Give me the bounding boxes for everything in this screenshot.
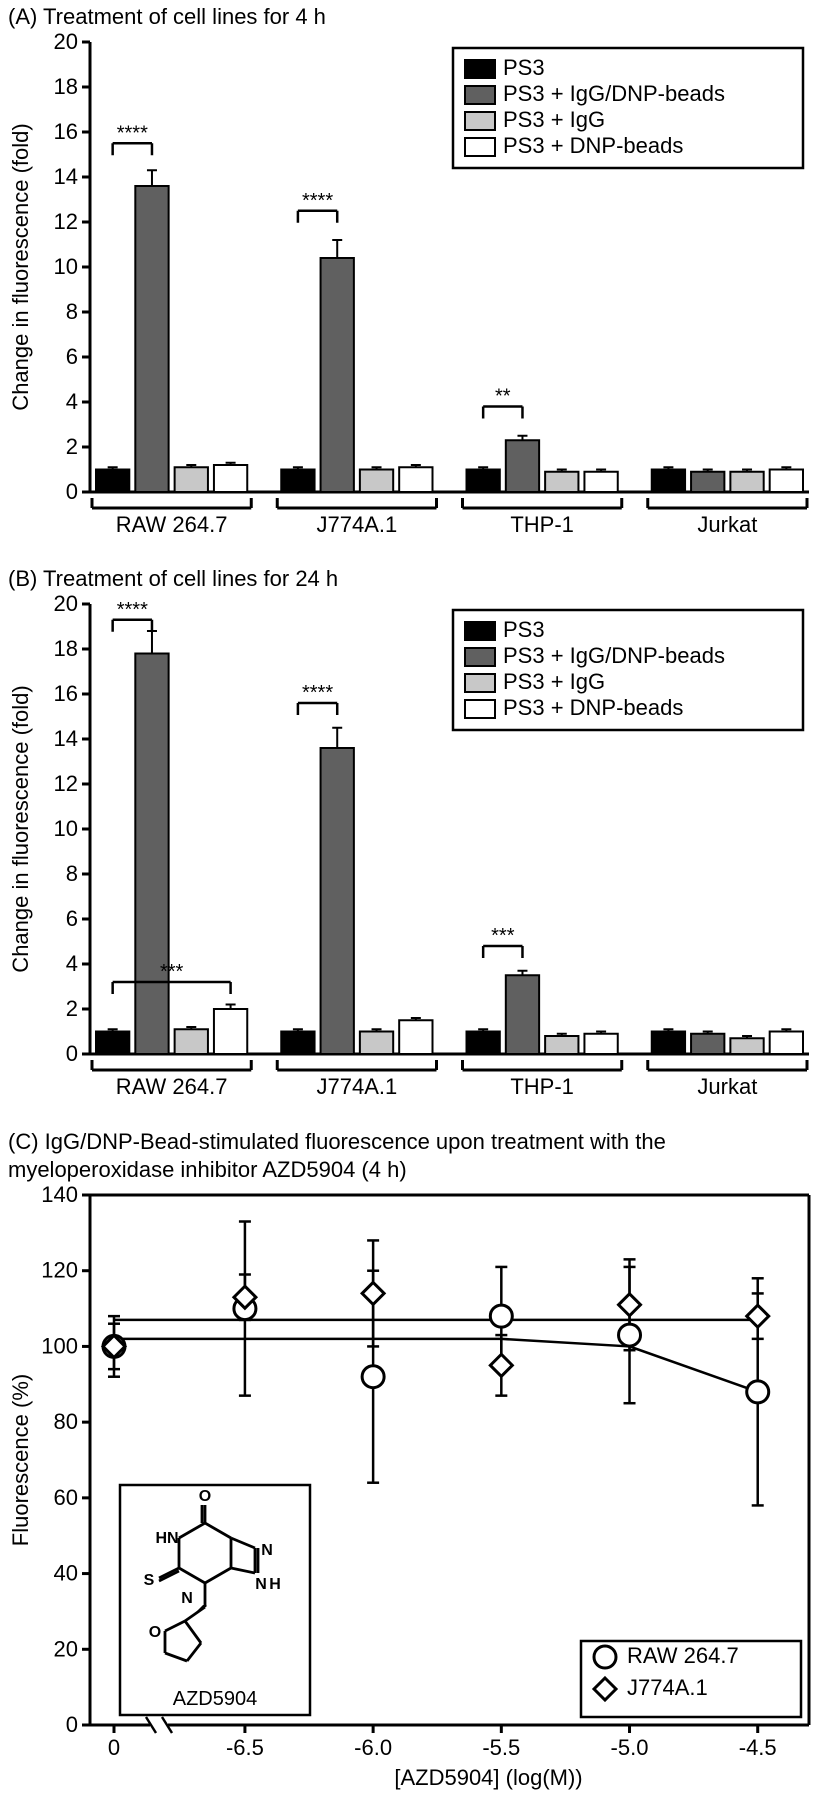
svg-text:N: N [181, 1590, 193, 1607]
svg-text:12: 12 [54, 209, 78, 234]
svg-text:J774A.1: J774A.1 [317, 512, 398, 537]
panel-b: (B) Treatment of cell lines for 24 h 0 2 4… [0, 562, 829, 1124]
panel-a: (A) Treatment of cell lines for 4 h 0 2 4 6… [0, 0, 829, 562]
svg-text:-5.0: -5.0 [611, 1735, 649, 1760]
svg-text:10: 10 [54, 816, 78, 841]
svg-text:-5.5: -5.5 [482, 1735, 520, 1760]
panel-a-title: (A) Treatment of cell lines for 4 h [0, 0, 829, 32]
svg-text:2: 2 [66, 434, 78, 459]
svg-text:16: 16 [54, 119, 78, 144]
svg-text:4: 4 [66, 389, 78, 414]
svg-text:0: 0 [66, 1041, 78, 1066]
svg-text:H: H [269, 1576, 281, 1593]
svg-text:14: 14 [54, 164, 78, 189]
svg-text:PS3 + IgG: PS3 + IgG [503, 107, 605, 132]
svg-text:0: 0 [66, 479, 78, 504]
svg-text:****: **** [117, 122, 148, 144]
svg-text:-6.5: -6.5 [226, 1735, 264, 1760]
svg-text:80: 80 [54, 1409, 78, 1434]
svg-text:****: **** [302, 190, 333, 212]
panel-c-title: (C) IgG/DNP-Bead-stimulated fluorescence… [0, 1124, 829, 1185]
svg-text:RAW 264.7: RAW 264.7 [627, 1643, 739, 1668]
svg-text:PS3 + IgG: PS3 + IgG [503, 669, 605, 694]
panel-c: (C) IgG/DNP-Bead-stimulated fluorescence… [0, 1124, 829, 1805]
svg-text:-4.5: -4.5 [739, 1735, 777, 1760]
svg-text:Jurkat: Jurkat [697, 1074, 757, 1099]
svg-text:140: 140 [41, 1185, 78, 1207]
svg-text:****: **** [117, 599, 148, 621]
svg-text:RAW 264.7: RAW 264.7 [116, 512, 228, 537]
svg-text:60: 60 [54, 1485, 78, 1510]
svg-text:J774A.1: J774A.1 [317, 1074, 398, 1099]
svg-text:THP-1: THP-1 [510, 1074, 574, 1099]
svg-text:RAW 264.7: RAW 264.7 [116, 1074, 228, 1099]
svg-text:Jurkat: Jurkat [697, 512, 757, 537]
panel-a-chart: 0 2 4 6 8 10 12 14 16 18 20 Change in fluorescence … [0, 32, 829, 562]
svg-text:***: *** [491, 925, 515, 947]
svg-text:100: 100 [41, 1333, 78, 1358]
svg-text:J774A.1: J774A.1 [627, 1675, 708, 1700]
svg-text:12: 12 [54, 771, 78, 796]
svg-text:N: N [255, 1576, 267, 1593]
svg-text:PS3 + DNP-beads: PS3 + DNP-beads [503, 695, 683, 720]
svg-text:18: 18 [54, 74, 78, 99]
svg-text:N: N [261, 1542, 273, 1559]
svg-text:PS3 + IgG/DNP-beads: PS3 + IgG/DNP-beads [503, 643, 725, 668]
svg-text:HN: HN [155, 1530, 178, 1547]
svg-text:THP-1: THP-1 [510, 512, 574, 537]
svg-text:4: 4 [66, 951, 78, 976]
svg-text:S: S [144, 1572, 155, 1589]
svg-text:0: 0 [66, 1712, 78, 1737]
svg-text:Change in fluorescence (fold): Change in fluorescence (fold) [8, 685, 33, 972]
svg-text:PS3 + DNP-beads: PS3 + DNP-beads [503, 133, 683, 158]
svg-text:***: *** [160, 961, 184, 983]
svg-text:**: ** [495, 386, 511, 408]
svg-text:AZD5904: AZD5904 [173, 1688, 258, 1710]
svg-text:Change in fluorescence (fold): Change in fluorescence (fold) [8, 123, 33, 410]
svg-text:PS3: PS3 [503, 55, 545, 80]
svg-text:14: 14 [54, 726, 78, 751]
svg-text:O: O [199, 1488, 211, 1505]
svg-text:40: 40 [54, 1561, 78, 1586]
svg-text:2: 2 [66, 996, 78, 1021]
panel-b-chart: 0 2 4 6 8 10 12 14 16 18 20 Change in fluorescence … [0, 594, 829, 1124]
svg-text:6: 6 [66, 906, 78, 931]
svg-text:Fluorescence (%): Fluorescence (%) [8, 1374, 33, 1546]
svg-text:20: 20 [54, 1636, 78, 1661]
svg-text:120: 120 [41, 1258, 78, 1283]
svg-text:0: 0 [108, 1735, 120, 1760]
panel-c-chart: 0 20 40 60 80 100 120 140 Fluorescence (%) 0 -6.5 -… [0, 1185, 829, 1805]
svg-text:10: 10 [54, 254, 78, 279]
svg-text:20: 20 [54, 32, 78, 54]
svg-text:[AZD5904] (log(M)): [AZD5904] (log(M)) [394, 1765, 582, 1790]
svg-text:PS3 + IgG/DNP-beads: PS3 + IgG/DNP-beads [503, 81, 725, 106]
svg-text:18: 18 [54, 636, 78, 661]
svg-text:20: 20 [54, 594, 78, 616]
svg-text:-6.0: -6.0 [354, 1735, 392, 1760]
svg-text:PS3: PS3 [503, 617, 545, 642]
svg-text:8: 8 [66, 299, 78, 324]
svg-text:16: 16 [54, 681, 78, 706]
svg-text:8: 8 [66, 861, 78, 886]
panel-b-title: (B) Treatment of cell lines for 24 h [0, 562, 829, 594]
svg-text:****: **** [302, 682, 333, 704]
svg-text:6: 6 [66, 344, 78, 369]
svg-text:O: O [149, 1624, 161, 1641]
